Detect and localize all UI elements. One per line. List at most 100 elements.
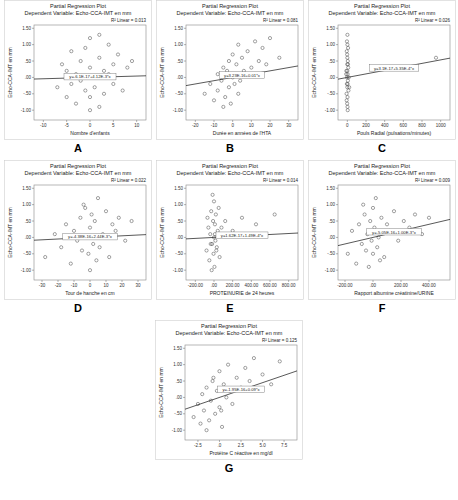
x-tick-label: 30 [135,283,141,288]
y-tick [336,188,338,189]
point [270,383,273,386]
y-tick [336,110,338,111]
point [98,33,101,36]
equation-box [217,386,264,393]
x-tick [214,120,215,122]
point [209,242,212,245]
plot-frame [338,185,450,280]
equation: y=3.23E-16+0.01*x [224,73,261,78]
x-tick-label: -10 [211,123,218,128]
title: Partial Regression Plot [354,3,410,9]
point [233,82,236,85]
point [346,102,349,105]
point [117,216,120,219]
y-tick-label: .50 [25,59,32,64]
x-axis-label: Pouls Radial (pulsations/minutes) [357,130,432,136]
point [346,56,349,59]
y-axis-label: Echo-CCA-IMT en mm [159,207,165,257]
x-tick-label: -5 [65,123,69,128]
x-tick-label: 200.00 [394,283,408,288]
y-tick-label: .50 [177,219,184,224]
point [88,226,91,229]
point [80,249,83,252]
point [203,92,206,95]
y-tick-label: -1.00 [173,108,184,113]
plot-area [186,193,298,272]
point [376,246,379,249]
x-tick [113,120,114,122]
y-tick [184,77,186,78]
point [273,213,276,216]
y-tick-label: 1.00 [326,42,335,47]
point [278,56,281,59]
x-tick-label: 600 [400,123,408,128]
y-tick-label: -1.00 [21,108,32,113]
x-tick [138,280,139,282]
point [240,56,243,59]
point [346,63,349,66]
point [72,229,75,232]
point [374,197,377,200]
r2-label: R² Linear = 0.009 [415,178,450,183]
point [218,406,221,409]
x-tick-label: 0 [231,123,234,128]
point [257,59,260,62]
point [212,200,215,203]
x-tick-label: 20 [119,283,125,288]
y-tick [32,237,34,238]
y-tick [184,44,186,45]
panel: Partial Regression PlotDependent Variabl… [157,161,304,300]
y-tick [32,204,34,205]
point [227,59,230,62]
point [240,216,243,219]
x-tick [106,280,107,282]
x-tick-label: 400.00 [244,283,258,288]
x-tick [66,120,67,122]
point [205,386,208,389]
point [355,262,358,265]
panel-frame [157,161,304,300]
point [363,213,366,216]
point [371,206,374,209]
plot-frame [338,25,450,120]
panel-label: B [226,142,234,154]
point [231,402,234,405]
y-tick-label: 1.50 [174,26,183,31]
panel: Partial Regression PlotDependent Variabl… [309,1,456,140]
x-tick [384,120,385,122]
y-tick-label: -1.00 [325,268,336,273]
x-tick [214,280,215,282]
point [44,255,47,258]
point [370,239,373,242]
x-tick [58,280,59,282]
panel-label: D [74,302,82,314]
point [112,63,115,66]
y-tick-label: .00 [176,395,183,400]
plot-frame [34,25,146,120]
x-tick-label: -10 [71,283,78,288]
point [84,89,87,92]
point [82,203,85,206]
x-tick-label: 20 [267,123,273,128]
point [212,99,215,102]
subtitle: Dependent Variable: Echo-CCA-IMT en mm [329,10,436,16]
y-axis-label: Echo-CCA-IMT en mm [7,47,13,97]
point [254,223,257,226]
equation-box [220,72,265,79]
point [60,246,63,249]
y-tick-label: -1.00 [172,428,183,433]
point [56,86,59,89]
x-tick-label: -200.00 [337,283,353,288]
equation-box [216,232,268,239]
point [192,415,195,418]
x-axis-label: Durée en années de l'HTA [213,130,272,136]
point [226,363,229,366]
point [252,357,255,360]
point [88,109,91,112]
point [346,79,349,82]
plot-area [338,197,450,269]
point [227,86,230,89]
y-tick [183,364,185,365]
y-tick-label: .00 [25,235,32,240]
y-tick-label: 1.00 [22,202,31,207]
